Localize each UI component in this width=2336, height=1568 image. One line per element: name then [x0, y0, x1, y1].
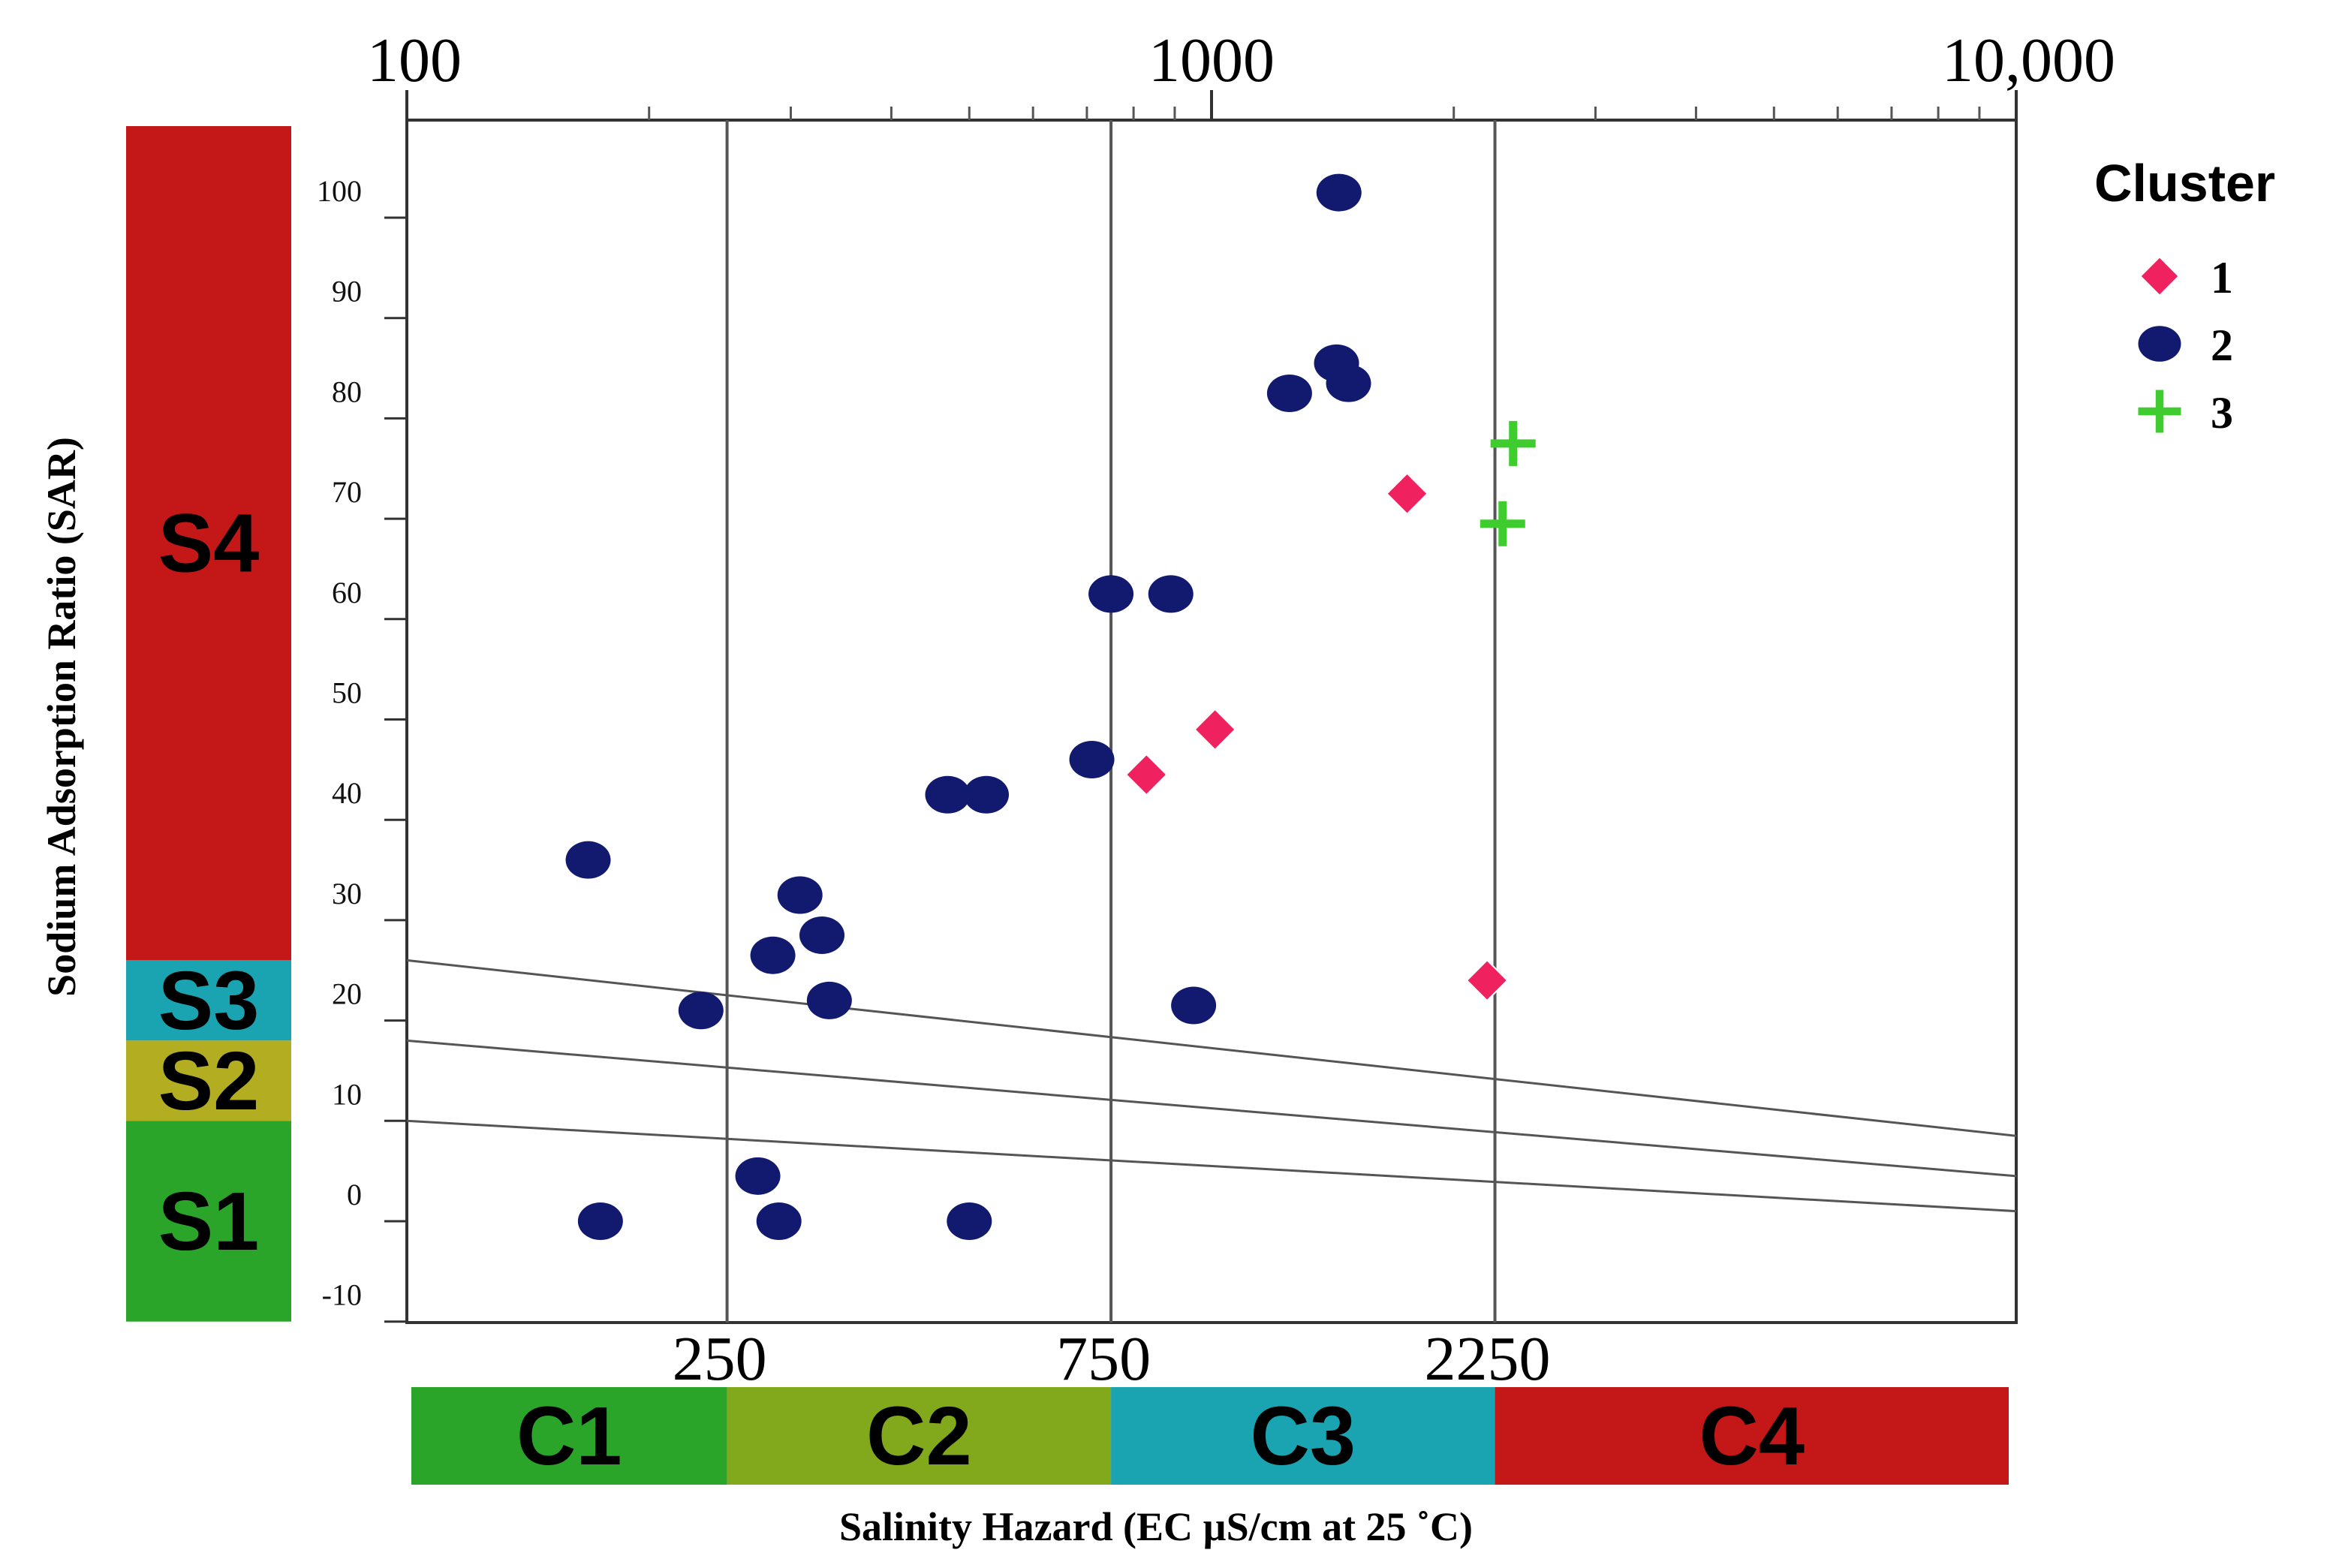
top-tick-label: 10,000	[1942, 26, 2115, 95]
band-label-s4: S4	[158, 498, 260, 590]
point-cluster-2	[1069, 740, 1115, 778]
point-cluster-2	[565, 841, 611, 879]
band-s1	[126, 1121, 291, 1322]
legend-label-3: 3	[2211, 388, 2233, 438]
point-cluster-2	[947, 1202, 992, 1240]
band-label-c1: C1	[516, 1390, 622, 1482]
band-c2	[727, 1387, 1112, 1485]
y-tick-label: 80	[332, 375, 362, 408]
point-cluster-1	[1124, 753, 1168, 796]
point-cluster-2	[577, 1202, 623, 1240]
legend: Cluster 1 2 3	[2094, 154, 2275, 438]
point-cluster-1	[1465, 959, 1509, 1002]
x-axis-title: Salinity Hazard (EC µS/cm at 25 ˚C)	[839, 1504, 1473, 1549]
point-cluster-2	[1316, 173, 1362, 212]
bottom-x-axis: 250 750 2250	[673, 1324, 1551, 1394]
y-axis-title: Sodium Adsorption Ratio (SAR)	[39, 437, 84, 997]
band-c4	[1495, 1387, 2009, 1485]
band-label-c2: C2	[866, 1390, 972, 1482]
band-s2	[126, 1040, 291, 1121]
point-cluster-2	[777, 876, 823, 914]
point-cluster-2	[1326, 364, 1371, 402]
top-tick-label: 100	[367, 26, 462, 95]
point-cluster-2	[735, 1157, 781, 1195]
band-label-c3: C3	[1250, 1390, 1356, 1482]
y-tick-label: 10	[332, 1077, 362, 1111]
legend-marker-3	[2138, 390, 2181, 433]
top-tick-label: 1000	[1148, 26, 1275, 95]
y-tick-label: 20	[332, 977, 362, 1011]
band-s3	[126, 960, 291, 1041]
class-boundary-line-2	[406, 1039, 2017, 1178]
point-cluster-1	[1194, 708, 1237, 751]
legend-title: Cluster	[2094, 154, 2275, 212]
point-cluster-2	[756, 1202, 802, 1240]
y-tick-label: 0	[347, 1178, 362, 1211]
y-tick-label: 60	[332, 576, 362, 609]
y-tick-label: 70	[332, 475, 362, 509]
y-tick-label: 100	[317, 174, 362, 208]
band-label-s3: S3	[158, 955, 260, 1047]
band-label-c4: C4	[1699, 1390, 1805, 1482]
point-cluster-2	[806, 981, 852, 1019]
class-boundary-line-1	[406, 959, 2017, 1137]
point-cluster-2	[1266, 374, 1312, 412]
class-boundary-line-3	[406, 1119, 2017, 1213]
bottom-tick-label: 750	[1056, 1324, 1151, 1394]
y-tick-label: 50	[332, 676, 362, 710]
band-s4	[126, 126, 291, 961]
point-cluster-2	[964, 775, 1010, 814]
y-tick-label: 40	[332, 776, 362, 810]
y-tick-label: 90	[332, 275, 362, 308]
point-cluster-2	[678, 992, 724, 1030]
bottom-tick-label: 250	[673, 1324, 767, 1394]
band-label-s1: S1	[158, 1175, 260, 1268]
salinity-hazard-class-bar: C1 C2 C3 C4	[411, 1387, 2009, 1485]
point-cluster-2	[750, 936, 796, 974]
point-cluster-3	[1490, 420, 1536, 466]
point-cluster-1	[1386, 472, 1428, 516]
legend-label-1: 1	[2211, 253, 2233, 302]
point-cluster-2	[925, 775, 971, 814]
legend-marker-2	[2138, 326, 2181, 362]
band-c3	[1111, 1387, 1495, 1485]
y-tick-label: 30	[332, 877, 362, 910]
top-x-axis: 100 1000 10,000	[367, 26, 2115, 120]
point-cluster-3	[1480, 501, 1525, 546]
legend-marker-1	[2139, 255, 2181, 297]
point-cluster-2	[1171, 986, 1217, 1025]
point-cluster-2	[1148, 575, 1194, 613]
y-tick-label: -10	[322, 1278, 362, 1312]
point-cluster-2	[799, 916, 845, 954]
reference-lines	[406, 120, 2017, 1323]
legend-label-2: 2	[2211, 321, 2233, 370]
data-points	[565, 173, 1536, 1240]
band-label-s2: S2	[158, 1035, 260, 1127]
point-cluster-2	[1088, 575, 1134, 613]
band-c1	[411, 1387, 727, 1485]
bottom-tick-label: 2250	[1425, 1324, 1551, 1394]
